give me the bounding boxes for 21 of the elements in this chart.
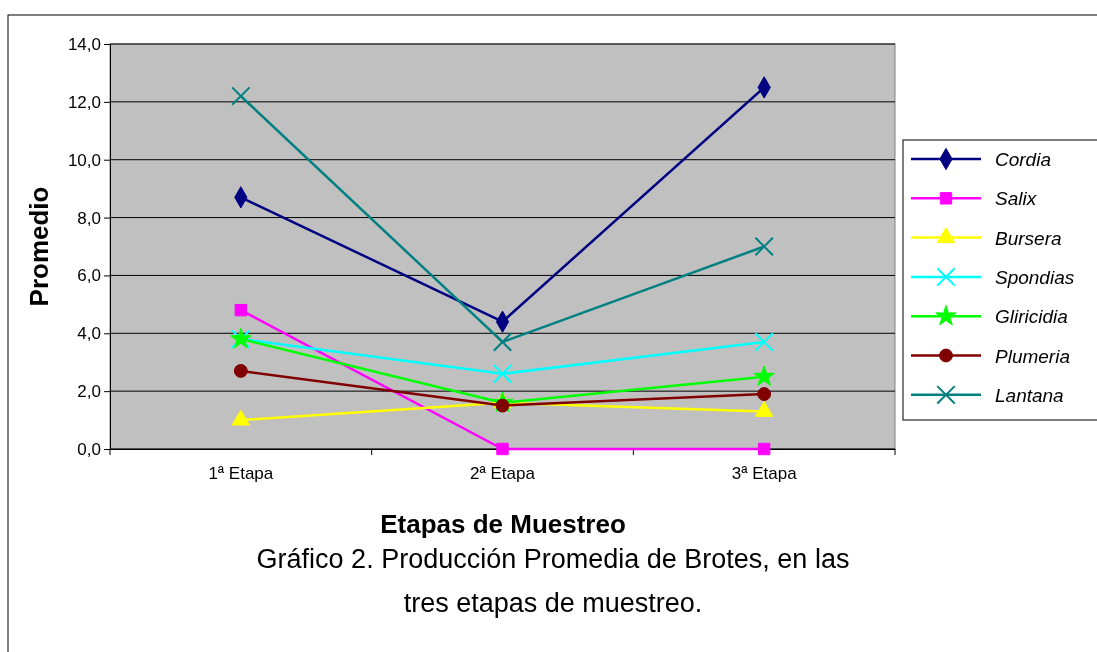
y-tick-label: 8,0: [77, 208, 101, 228]
y-tick-label: 0,0: [77, 439, 101, 459]
y-tick-label: 14,0: [67, 34, 101, 54]
x-tick-label: 3ª Etapa: [731, 464, 798, 484]
legend-label: Spondias: [995, 266, 1075, 288]
legend-label: Cordia: [995, 149, 1051, 170]
y-axis-title: Promedio: [24, 186, 54, 307]
legend-label: Plumeria: [995, 345, 1070, 367]
legend-label: Salix: [995, 188, 1038, 210]
x-tick-label: 2ª Etapa: [470, 464, 536, 484]
y-tick-label: 4,0: [77, 324, 101, 344]
text: Gráfico 2. Producción Promedia de Brotes, en las tres etapas de muestreo.: [256, 544, 850, 618]
legend-label: Bursera: [995, 227, 1062, 249]
x-tick-label: 1ª Etapa: [208, 464, 274, 484]
y-tick-label: 2,0: [77, 382, 101, 402]
legend-label: Gliricidia: [995, 306, 1068, 328]
y-tick-label: 10,0: [67, 150, 101, 170]
legend-label: Lantana: [995, 384, 1064, 406]
y-tick-label: 6,0: [77, 266, 101, 286]
y-tick-label: 12,0: [67, 92, 101, 112]
x-axis-title: Etapas de Muestreo: [380, 509, 626, 539]
